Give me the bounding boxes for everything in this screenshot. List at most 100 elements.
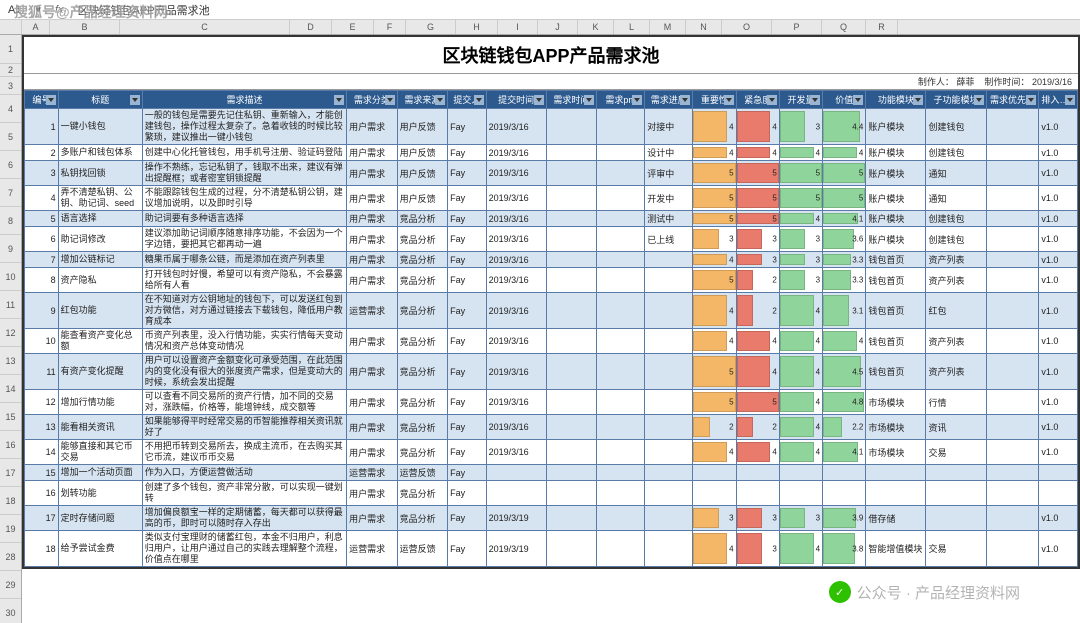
filter-dropdown-icon[interactable] <box>334 95 344 105</box>
filter-dropdown-icon[interactable] <box>385 95 395 105</box>
col-letter[interactable]: K <box>578 20 614 34</box>
table-row[interactable]: 13能看相关资讯如果能够得平时经常交易的币智能推荐相关资讯就好了用户需求竞品分析… <box>25 415 1078 440</box>
row-number[interactable]: 11 <box>0 291 21 319</box>
table-row[interactable]: 14能够直接和其它币交易不用把币转到交易所去，换成主流币，在去购买其它币流，建议… <box>25 440 1078 465</box>
filter-dropdown-icon[interactable] <box>853 95 863 105</box>
filter-dropdown-icon[interactable] <box>767 95 777 105</box>
row-number[interactable]: 9 <box>0 235 21 263</box>
filter-dropdown-icon[interactable] <box>435 95 445 105</box>
col-letter[interactable]: A <box>22 20 50 34</box>
row-number[interactable]: 19 <box>0 515 21 543</box>
table-row[interactable]: 7增加公链标记糖果币属于哪条公链，而是添加在资产列表里用户需求竞品分析Fay20… <box>25 252 1078 268</box>
column-header[interactable]: 需求来源 <box>397 91 447 109</box>
row-number[interactable]: 28 <box>0 543 21 571</box>
table-cell: 1 <box>25 109 59 145</box>
column-header[interactable]: 需求优先级 <box>986 91 1039 109</box>
table-row[interactable]: 8资产隐私打开钱包时好慢，希望可以有资产隐私，不会暴露给所有人看用户需求竞品分析… <box>25 268 1078 293</box>
table-cell <box>986 440 1039 465</box>
row-number[interactable]: 4 <box>0 95 21 123</box>
column-header[interactable]: 需求分类 <box>347 91 397 109</box>
table-row[interactable]: 10能查看资产变化总额币资产列表里，没入行情功能，实实行情每天变动情况和资产总体… <box>25 329 1078 354</box>
data-bar-cell: 5 <box>693 211 736 227</box>
col-letter[interactable]: G <box>406 20 456 34</box>
col-letter[interactable]: B <box>50 20 120 34</box>
filter-dropdown-icon[interactable] <box>474 95 484 105</box>
table-row[interactable]: 2多账户和钱包体系创建中心化托管钱包，用手机号注册、验证码登陆用户需求用户反馈F… <box>25 145 1078 161</box>
col-letter[interactable]: C <box>120 20 290 34</box>
column-header[interactable]: 需求进度 <box>645 91 693 109</box>
row-number[interactable]: 14 <box>0 375 21 403</box>
row-number[interactable]: 3 <box>0 77 21 95</box>
column-header[interactable]: 提交时间 <box>486 91 546 109</box>
column-header[interactable]: 编号 <box>25 91 59 109</box>
col-letter[interactable]: O <box>722 20 772 34</box>
row-number[interactable]: 1 <box>0 35 21 64</box>
column-header[interactable]: 功能模块 <box>866 91 926 109</box>
col-letter[interactable]: F <box>374 20 406 34</box>
column-header[interactable]: 价值 <box>823 91 866 109</box>
col-letter[interactable]: P <box>772 20 822 34</box>
column-header[interactable]: 子功能模块 <box>926 91 986 109</box>
column-header[interactable]: 提交人 <box>448 91 486 109</box>
filter-dropdown-icon[interactable] <box>810 95 820 105</box>
col-letter[interactable]: J <box>538 20 578 34</box>
column-header[interactable]: 重要性 <box>693 91 736 109</box>
table-cell: v1.0 <box>1039 145 1078 161</box>
table-row[interactable]: 18给予尝试金费类似支付宝理财的储蓄红包，本金不归用户，利息归用户，让用户通过自… <box>25 531 1078 567</box>
column-header[interactable]: 需求时间 <box>546 91 596 109</box>
filter-dropdown-icon[interactable] <box>974 95 984 105</box>
filter-dropdown-icon[interactable] <box>1065 95 1075 105</box>
filter-dropdown-icon[interactable] <box>130 95 140 105</box>
table-row[interactable]: 5语言选择助记词要有多种语言选择用户需求竞品分析Fay2019/3/16测试中5… <box>25 211 1078 227</box>
table-row[interactable]: 1一键小钱包一般的钱包是需要先记住私钥、重新输入，才能创建钱包，操作过程太复杂了… <box>25 109 1078 145</box>
table-cell <box>986 109 1039 145</box>
table-row[interactable]: 16划转功能创建了多个钱包，资产非常分散，可以实现一键划转用户需求竞品分析Fay <box>25 481 1078 506</box>
filter-dropdown-icon[interactable] <box>1026 95 1036 105</box>
table-row[interactable]: 12增加行情功能可以查看不同交易所的资产行情，加不同的交易对，涨跌幅，价格等，能… <box>25 390 1078 415</box>
table-row[interactable]: 11有资产变化提醒用户可以设置资产金额变化可承受范围，在此范围内的变化没有很大的… <box>25 354 1078 390</box>
column-header[interactable]: 排入版本 <box>1039 91 1078 109</box>
filter-dropdown-icon[interactable] <box>913 95 923 105</box>
row-number[interactable]: 18 <box>0 487 21 515</box>
row-number[interactable]: 2 <box>0 64 21 77</box>
col-letter[interactable]: N <box>686 20 722 34</box>
row-number[interactable]: 17 <box>0 459 21 487</box>
col-letter[interactable]: M <box>650 20 686 34</box>
col-letter[interactable]: Q <box>822 20 866 34</box>
table-row[interactable]: 4弄不清楚私钥、公钥、助记词、seed不能跟踪钱包生成的过程，分不清楚私钥公钥，… <box>25 186 1078 211</box>
row-number[interactable]: 6 <box>0 151 21 179</box>
row-number[interactable]: 30 <box>0 599 21 623</box>
filter-dropdown-icon[interactable] <box>46 95 56 105</box>
col-letter[interactable]: H <box>456 20 498 34</box>
row-number[interactable]: 7 <box>0 179 21 207</box>
row-number[interactable]: 29 <box>0 571 21 599</box>
row-number[interactable]: 16 <box>0 431 21 459</box>
row-number[interactable]: 12 <box>0 319 21 347</box>
row-number[interactable]: 13 <box>0 347 21 375</box>
column-header[interactable]: 开发量 <box>779 91 822 109</box>
table-row[interactable]: 15增加一个活动页面作为入口，方便运营做活动运营需求运营反馈Fay <box>25 465 1078 481</box>
column-header[interactable]: 标题 <box>58 91 142 109</box>
column-header[interactable]: 紧急度 <box>736 91 779 109</box>
filter-dropdown-icon[interactable] <box>680 95 690 105</box>
filter-dropdown-icon[interactable] <box>584 95 594 105</box>
filter-dropdown-icon[interactable] <box>632 95 642 105</box>
col-letter[interactable]: D <box>290 20 332 34</box>
column-header[interactable]: 需求描述 <box>142 91 346 109</box>
col-letter[interactable]: E <box>332 20 374 34</box>
table-row[interactable]: 17定时存储问题增加偏良额宝一样的定期储蓄，每天都可以获得最高的币，即时可以随时… <box>25 506 1078 531</box>
row-number[interactable]: 10 <box>0 263 21 291</box>
col-letter[interactable]: L <box>614 20 650 34</box>
col-letter[interactable]: R <box>866 20 898 34</box>
row-number[interactable]: 15 <box>0 403 21 431</box>
col-letter[interactable]: I <box>498 20 538 34</box>
table-row[interactable]: 6助记词修改建议添加助记词顺序随意排序功能，不会因为一个字边错，要把其它都再动一… <box>25 227 1078 252</box>
table-row[interactable]: 9红包功能在不知道对方公钥地址的钱包下，可以发送红包到对方微信，对方通过链接去下… <box>25 293 1078 329</box>
filter-dropdown-icon[interactable] <box>534 95 544 105</box>
row-number[interactable]: 8 <box>0 207 21 235</box>
row-number[interactable]: 5 <box>0 123 21 151</box>
filter-dropdown-icon[interactable] <box>724 95 734 105</box>
table-cell <box>645 390 693 415</box>
table-row[interactable]: 3私钥找回锁操作不熟练，忘记私钥了，钱取不出来，建议有弹出提醒框；或者密室钥锁提… <box>25 161 1078 186</box>
column-header[interactable]: 需求pm <box>597 91 645 109</box>
